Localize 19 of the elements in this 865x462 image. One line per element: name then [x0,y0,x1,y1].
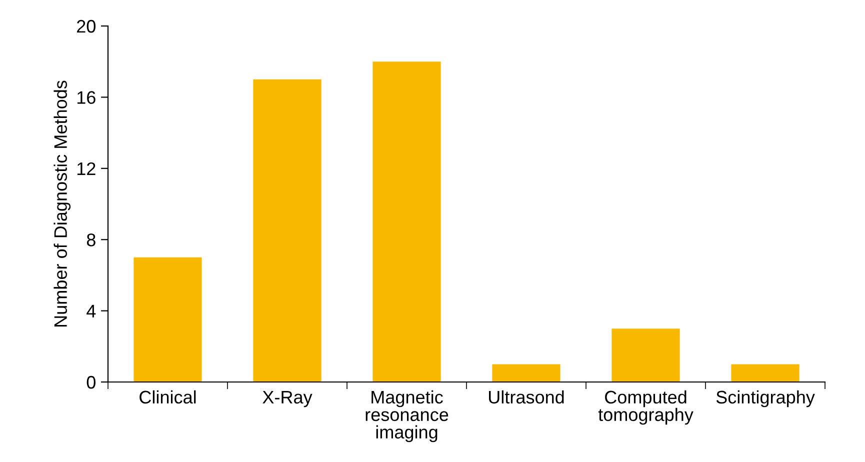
bar [372,62,441,382]
y-tick-label: 16 [77,91,96,104]
bar [731,364,800,382]
bar [612,328,680,382]
bar [134,257,202,382]
y-tick-label: 0 [86,376,96,389]
bar [253,79,322,382]
x-tick-label: Magnetic resonance imaging [366,390,448,442]
y-tick-label: 4 [86,304,96,318]
bar [492,364,560,382]
y-tick-label: 20 [77,20,96,33]
x-tick-label: X-Ray [262,390,312,408]
y-tick-label: 8 [86,234,96,246]
x-tick-label: Ultrasond [489,390,564,404]
x-tick-label: Scintigraphy [716,390,815,408]
y-tick-label: 12 [77,162,96,175]
x-tick-label: Clinical [140,390,196,404]
y-axis-title: Number of Diagnostic Methods [54,80,71,326]
x-tick-label: Computed tomography [598,390,694,425]
